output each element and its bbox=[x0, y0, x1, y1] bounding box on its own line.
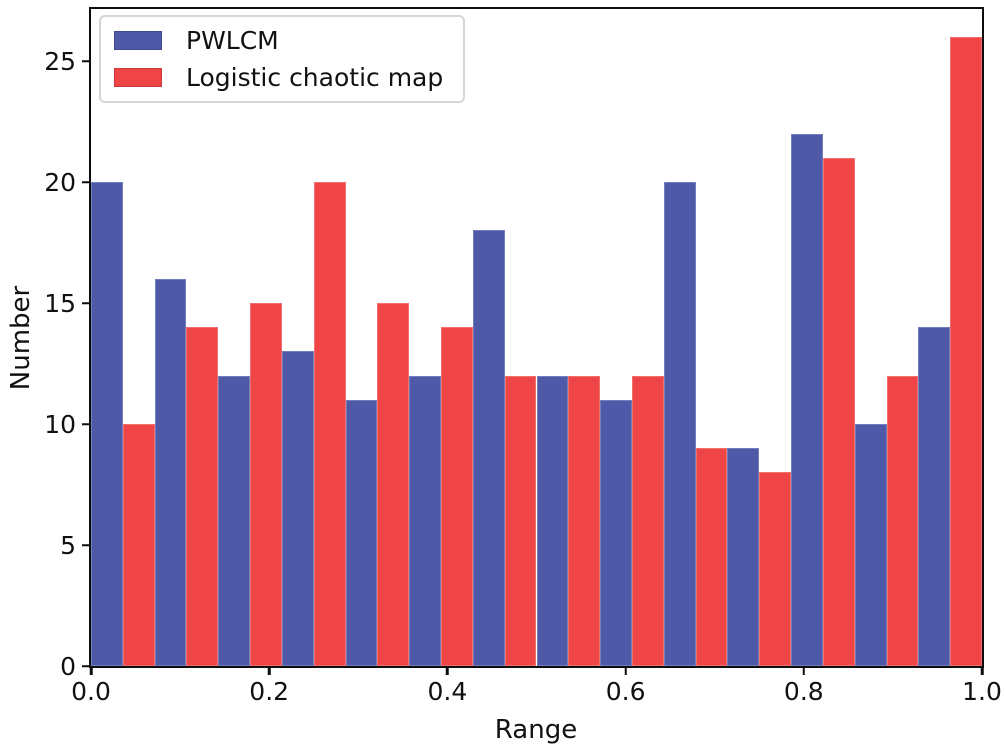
bar-pwlcm-bin-6 bbox=[409, 375, 442, 666]
bar-pwlcm-bin-3 bbox=[218, 375, 251, 666]
bar-logistic-chaotic-map-bin-8 bbox=[568, 375, 601, 666]
y-tick-label-10: 10 bbox=[44, 409, 76, 439]
legend-item-pwlcm: PWLCM bbox=[114, 27, 443, 55]
y-tick-15 bbox=[82, 301, 91, 305]
legend-swatch-pwlcm bbox=[114, 31, 162, 51]
x-tick-0.6 bbox=[624, 666, 627, 675]
y-tick-10 bbox=[82, 422, 91, 426]
bar-pwlcm-bin-1 bbox=[91, 182, 123, 666]
y-tick-label-25: 25 bbox=[44, 46, 76, 76]
legend-swatch-logistic-chaotic-map bbox=[114, 67, 162, 87]
bar-logistic-chaotic-map-bin-13 bbox=[886, 375, 919, 666]
bar-pwlcm-bin-9 bbox=[600, 399, 632, 666]
bar-logistic-chaotic-map-bin-1 bbox=[122, 424, 155, 666]
y-tick-20 bbox=[82, 180, 91, 184]
bar-logistic-chaotic-map-bin-10 bbox=[695, 448, 728, 666]
x-tick-label-0.8: 0.8 bbox=[783, 677, 824, 706]
x-tick-label-0.0: 0.0 bbox=[71, 677, 111, 706]
bar-pwlcm-bin-10 bbox=[663, 182, 696, 666]
y-tick-label-20: 20 bbox=[44, 167, 76, 197]
y-tick-label-0: 0 bbox=[60, 651, 76, 681]
bar-logistic-chaotic-map-bin-2 bbox=[186, 327, 219, 666]
x-tick-0.8 bbox=[802, 666, 806, 675]
bar-pwlcm-bin-13 bbox=[854, 424, 887, 666]
bar-pwlcm-bin-4 bbox=[281, 351, 314, 666]
y-axis-label: Number bbox=[6, 285, 36, 391]
bar-logistic-chaotic-map-bin-4 bbox=[313, 182, 346, 666]
bar-logistic-chaotic-map-bin-7 bbox=[504, 375, 537, 666]
bar-logistic-chaotic-map-bin-6 bbox=[441, 327, 473, 666]
bar-pwlcm-bin-14 bbox=[918, 327, 951, 666]
bar-pwlcm-bin-7 bbox=[472, 230, 505, 666]
ticks-layer: 0.0 0.2 0.4 0.6 0.8 1.0 0 5 10 15 20 25 bbox=[44, 9, 1002, 705]
y-tick-label-15: 15 bbox=[44, 288, 76, 318]
y-tick-25 bbox=[82, 59, 91, 63]
bar-logistic-chaotic-map-bin-5 bbox=[377, 303, 410, 666]
bar-pwlcm-bin-8 bbox=[536, 375, 569, 666]
bar-pwlcm-bin-11 bbox=[727, 448, 760, 666]
x-tick-label-0.2: 0.2 bbox=[249, 677, 290, 706]
x-tick-label-0.6: 0.6 bbox=[605, 677, 646, 706]
bar-pwlcm-bin-5 bbox=[345, 399, 378, 666]
bar-pwlcm-bin-12 bbox=[791, 133, 823, 666]
bars-layer bbox=[91, 9, 982, 666]
x-tick-0.2 bbox=[267, 666, 271, 675]
y-tick-0 bbox=[82, 664, 91, 668]
x-axis-label: Range bbox=[494, 715, 578, 745]
plot-area: 0.0 0.2 0.4 0.6 0.8 1.0 0 5 10 15 20 25 PWLCM Logis… bbox=[44, 7, 1002, 705]
bar-logistic-chaotic-map-bin-11 bbox=[759, 472, 792, 666]
legend-item-logistic-chaotic-map: Logistic chaotic map bbox=[114, 62, 444, 92]
y-tick-label-5: 5 bbox=[60, 530, 76, 560]
x-tick-0.4 bbox=[446, 666, 449, 675]
bar-logistic-chaotic-map-bin-9 bbox=[631, 375, 664, 666]
x-tick-0.0 bbox=[89, 666, 93, 675]
legend-label-pwlcm: PWLCM bbox=[186, 26, 279, 55]
bar-logistic-chaotic-map-bin-14 bbox=[950, 36, 982, 666]
x-tick-1.0 bbox=[980, 666, 984, 675]
x-tick-label-1.0: 1.0 bbox=[962, 677, 1002, 706]
bar-pwlcm-bin-2 bbox=[154, 278, 187, 666]
legend: PWLCM Logistic chaotic map bbox=[99, 15, 466, 103]
x-tick-label-0.4: 0.4 bbox=[427, 677, 468, 706]
bar-logistic-chaotic-map-bin-3 bbox=[250, 303, 282, 666]
legend-label-logistic-chaotic-map: Logistic chaotic map bbox=[186, 62, 444, 92]
bar-logistic-chaotic-map-bin-12 bbox=[822, 157, 855, 666]
y-tick-5 bbox=[82, 543, 91, 547]
